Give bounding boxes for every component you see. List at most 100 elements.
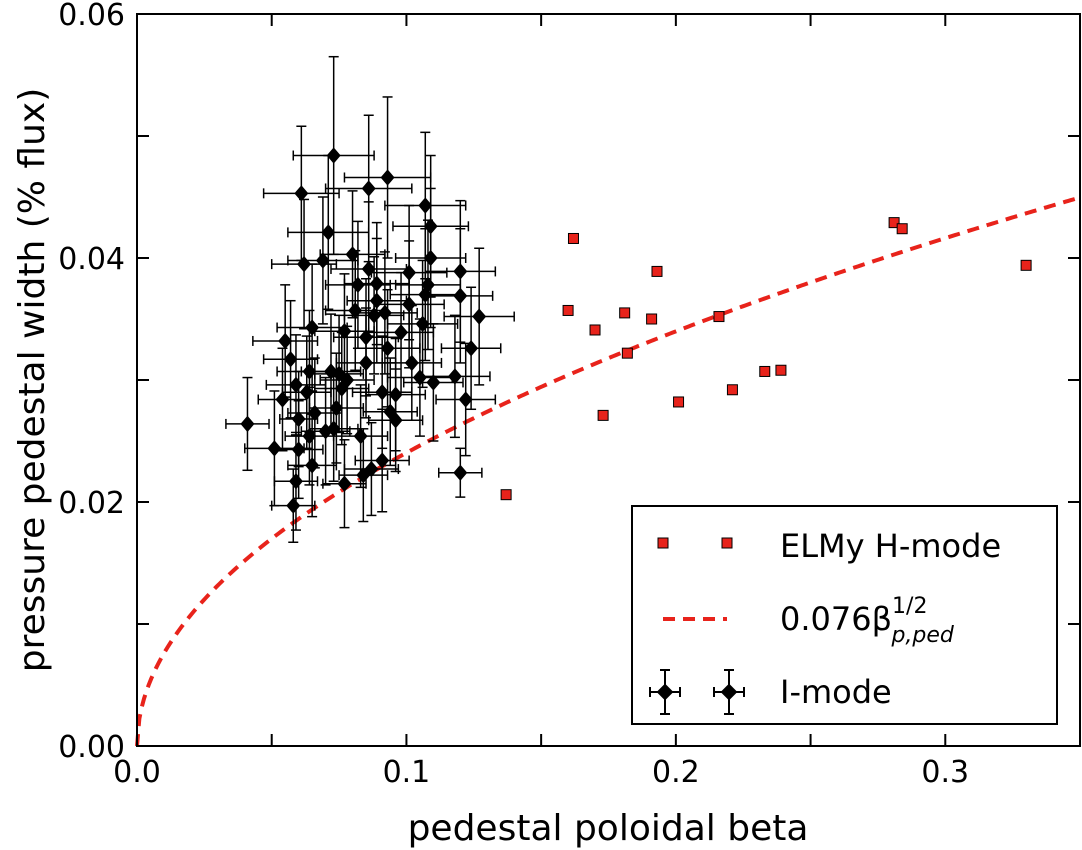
imode-marker (353, 427, 368, 445)
plot-area (135, 55, 1081, 747)
imode-point (343, 96, 432, 259)
imode-marker (361, 260, 376, 278)
legend: ELMy H-mode 0.076β1/2 p,ped I-mode (631, 505, 1058, 725)
elmy-point (651, 265, 663, 277)
imode-marker (305, 319, 320, 336)
imode-marker (369, 292, 384, 309)
imode-marker (394, 324, 409, 341)
legend-fit-label-main: 0.076β (780, 600, 892, 638)
elmy-point (646, 313, 658, 325)
imode-marker (321, 224, 336, 241)
y-tick-label: 0.02 (58, 486, 125, 521)
legend-imode-marker (649, 669, 681, 715)
imode-point (276, 263, 348, 392)
imode-marker (337, 475, 352, 492)
legend-elmy-label: ELMy H-mode (780, 527, 1001, 565)
imode-point (343, 256, 405, 375)
imode-point (338, 428, 389, 523)
imode-point (287, 196, 359, 325)
imode-marker (402, 264, 417, 281)
imode-point (381, 304, 443, 422)
imode-point (292, 55, 375, 256)
imode-marker (364, 460, 379, 478)
y-axis-label: pressure pedestal width (% flux) (12, 88, 53, 673)
imode-marker (375, 452, 390, 469)
elmy-point (589, 324, 601, 336)
imode-point (324, 114, 413, 263)
elmy-point (562, 304, 574, 316)
legend-fit-label: 0.076β1/2 p,ped (780, 594, 955, 648)
imode-point (225, 376, 270, 472)
imode-marker (288, 376, 303, 394)
elmy-point (673, 396, 685, 408)
x-tick-label: 0.1 (383, 755, 431, 790)
imode-marker (305, 457, 320, 474)
imode-point (392, 154, 470, 298)
imode-point (252, 284, 319, 398)
elmy-point (619, 307, 631, 319)
x-axis-label: pedestal poloidal beta (408, 808, 809, 849)
imode-marker (288, 473, 303, 490)
imode-marker (447, 368, 462, 385)
imode-point (435, 342, 497, 457)
elmy-point (500, 489, 512, 501)
elmy-point (597, 409, 609, 421)
elmy-point (888, 217, 900, 229)
fit-curve (135, 195, 1081, 747)
legend-imode-label: I-mode (780, 673, 892, 711)
axis-ticks: 0.0 0.1 0.2 0.3 0.00 0.02 0.04 0.06 (58, 0, 1081, 790)
y-tick-label: 0.04 (58, 242, 125, 277)
imode-marker (361, 180, 376, 197)
imode-point (370, 204, 448, 341)
imode-marker (464, 340, 479, 357)
imode-marker (350, 276, 365, 293)
elmy-point (713, 311, 725, 323)
imode-point (443, 247, 515, 386)
elmy-point (896, 223, 908, 235)
imode-marker (345, 246, 360, 263)
imode-marker (423, 218, 438, 235)
imode-marker (472, 308, 487, 325)
y-tick-label: 0.06 (58, 0, 125, 33)
elmy-point (726, 384, 738, 396)
imode-marker (453, 464, 468, 481)
imode-marker (240, 415, 255, 433)
imode-marker (307, 404, 322, 422)
imode-marker (404, 354, 419, 372)
imode-marker (388, 412, 403, 429)
imode-marker (453, 287, 468, 304)
imode-point (262, 125, 340, 262)
legend-elmy-marker (721, 537, 733, 549)
legend-fit-sub: p,ped (890, 623, 954, 648)
imode-point (419, 314, 491, 439)
legend-imode-marker (713, 669, 745, 715)
imode-point (440, 286, 502, 411)
imode-marker (283, 351, 298, 368)
imode-marker (380, 169, 395, 186)
imode-marker (418, 197, 433, 214)
imode-point (319, 325, 375, 435)
x-tick-label: 0.0 (113, 755, 161, 790)
elmy-point (759, 365, 771, 377)
x-tick-label: 0.2 (652, 755, 700, 790)
imode-marker (356, 467, 371, 484)
imode-marker (291, 441, 306, 458)
imode-point (384, 131, 467, 280)
imode-marker (278, 332, 293, 350)
elmy-point (1020, 259, 1032, 271)
imode-point (362, 357, 418, 467)
elmy-point (567, 232, 579, 244)
imode-marker (326, 147, 341, 164)
elmy-point (775, 364, 787, 376)
imode-marker (315, 252, 330, 269)
imode-marker (340, 371, 355, 389)
imode-point (427, 227, 494, 364)
imode-marker (377, 304, 392, 322)
imode-marker (458, 391, 473, 408)
legend-fit-sup: 1/2 (892, 594, 927, 619)
elmy-point (621, 347, 633, 359)
imode-marker (294, 185, 309, 202)
y-tick-label: 0.00 (58, 730, 125, 765)
imode-marker (380, 340, 395, 357)
